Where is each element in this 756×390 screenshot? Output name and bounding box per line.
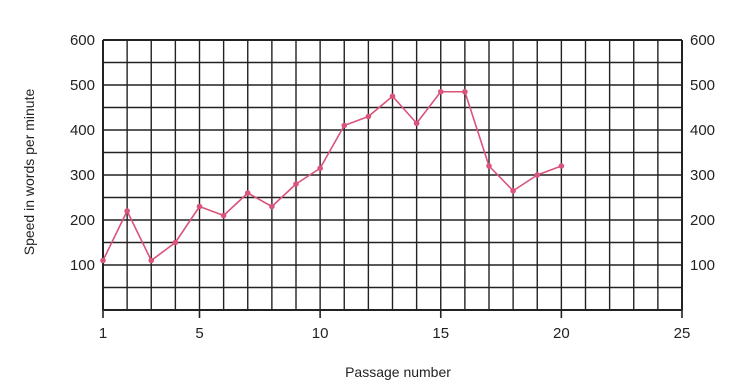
y-tick-label-right: 600 — [690, 32, 715, 49]
x-axis-label: Passage number — [345, 364, 451, 380]
y-tick-label-right: 100 — [690, 257, 715, 274]
y-tick-label-left: 100 — [70, 257, 95, 274]
data-point — [341, 122, 348, 129]
y-tick-label-left: 200 — [70, 212, 95, 229]
data-point — [413, 120, 420, 127]
grid — [102, 39, 683, 318]
data-point — [437, 88, 444, 95]
data-point — [534, 172, 541, 178]
data-point — [486, 163, 492, 169]
data-point — [389, 93, 396, 100]
data-point — [293, 181, 299, 187]
y-tick-label-left: 400 — [70, 122, 95, 139]
series-path — [102, 90, 562, 262]
data-point — [365, 113, 372, 120]
x-tick-label: 5 — [195, 325, 203, 342]
data-point — [100, 257, 106, 264]
data-point — [196, 203, 203, 210]
data-point — [148, 257, 155, 264]
y-tick-label-right: 500 — [690, 77, 715, 94]
data-point — [462, 88, 468, 95]
x-tick-label: 25 — [674, 325, 691, 342]
data-point — [558, 163, 565, 169]
data-point — [269, 203, 275, 210]
data-point — [124, 208, 130, 214]
data-point — [317, 165, 323, 172]
y-axis-label: Speed in words per minute — [21, 89, 37, 256]
x-tick-label: 15 — [432, 325, 449, 342]
x-tick-label: 20 — [553, 325, 570, 342]
data-point — [220, 212, 227, 219]
y-tick-label-left: 600 — [70, 32, 95, 49]
y-tick-label-right: 200 — [690, 212, 715, 229]
y-tick-label-left: 300 — [70, 167, 95, 184]
data-point — [244, 190, 251, 196]
data-point — [510, 187, 516, 194]
series-line — [100, 88, 565, 264]
data-point — [172, 239, 179, 246]
x-tick-label: 10 — [312, 325, 329, 342]
x-tick-label: 1 — [99, 325, 107, 342]
y-tick-label-right: 400 — [690, 122, 715, 139]
y-tick-label-left: 500 — [70, 77, 95, 94]
y-tick-label-right: 300 — [690, 167, 715, 184]
